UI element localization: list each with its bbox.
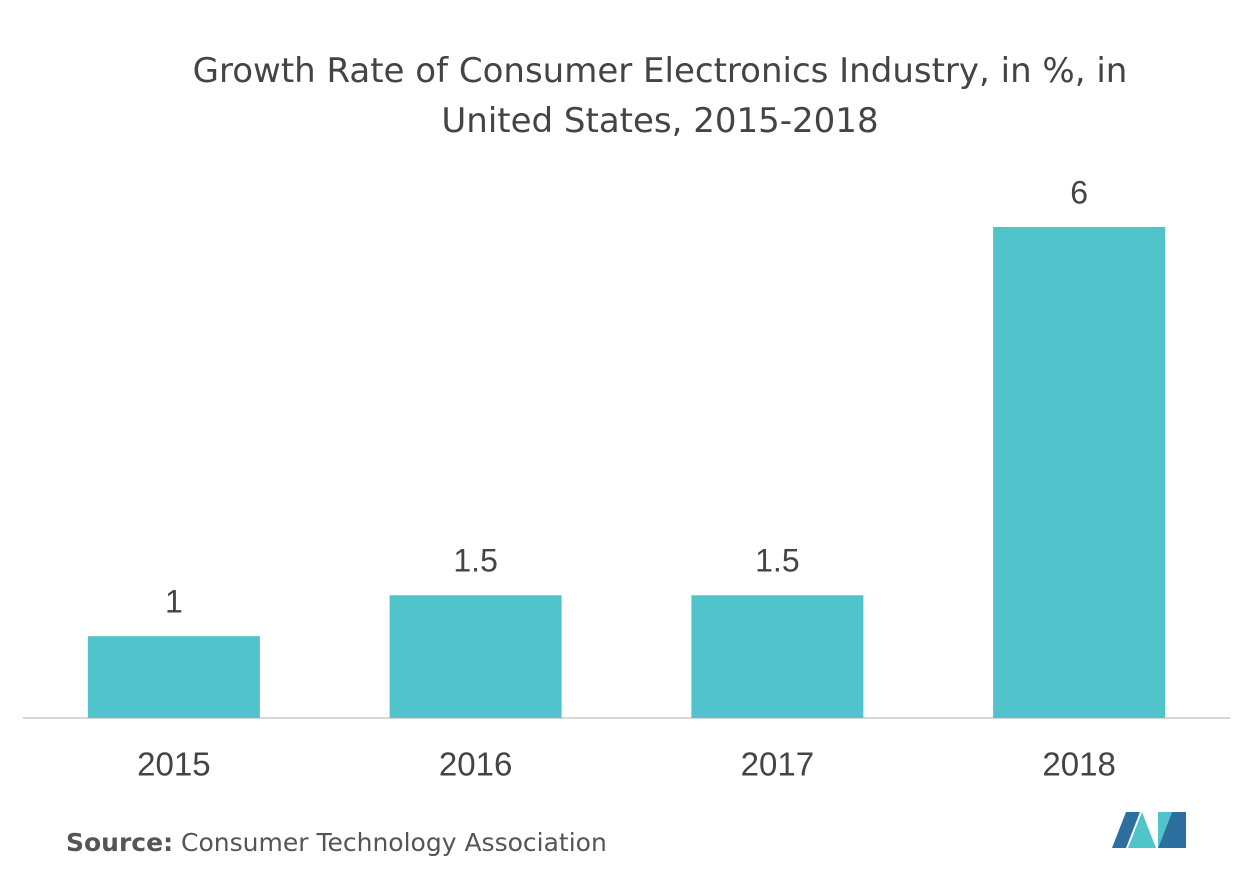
bar bbox=[389, 595, 562, 718]
x-tick-label: 2018 bbox=[1042, 746, 1115, 783]
value-label: 1 bbox=[165, 584, 183, 620]
logo bbox=[1112, 812, 1186, 848]
x-tick-label: 2016 bbox=[439, 746, 512, 783]
chart-title: Growth Rate of Consumer Electronics Indu… bbox=[192, 51, 1128, 141]
x-tick-label: 2017 bbox=[741, 746, 814, 783]
value-label: 6 bbox=[1070, 174, 1088, 210]
x-tick-label: 2015 bbox=[137, 746, 210, 783]
source-text: Consumer Technology Association bbox=[181, 828, 607, 857]
value-label: 1.5 bbox=[453, 543, 497, 579]
bar bbox=[691, 595, 864, 718]
source-label: Source: bbox=[66, 828, 174, 857]
bar bbox=[87, 636, 260, 718]
source: Source: Consumer Technology Association bbox=[66, 828, 607, 857]
value-label: 1.5 bbox=[755, 543, 799, 579]
bar bbox=[993, 227, 1166, 718]
